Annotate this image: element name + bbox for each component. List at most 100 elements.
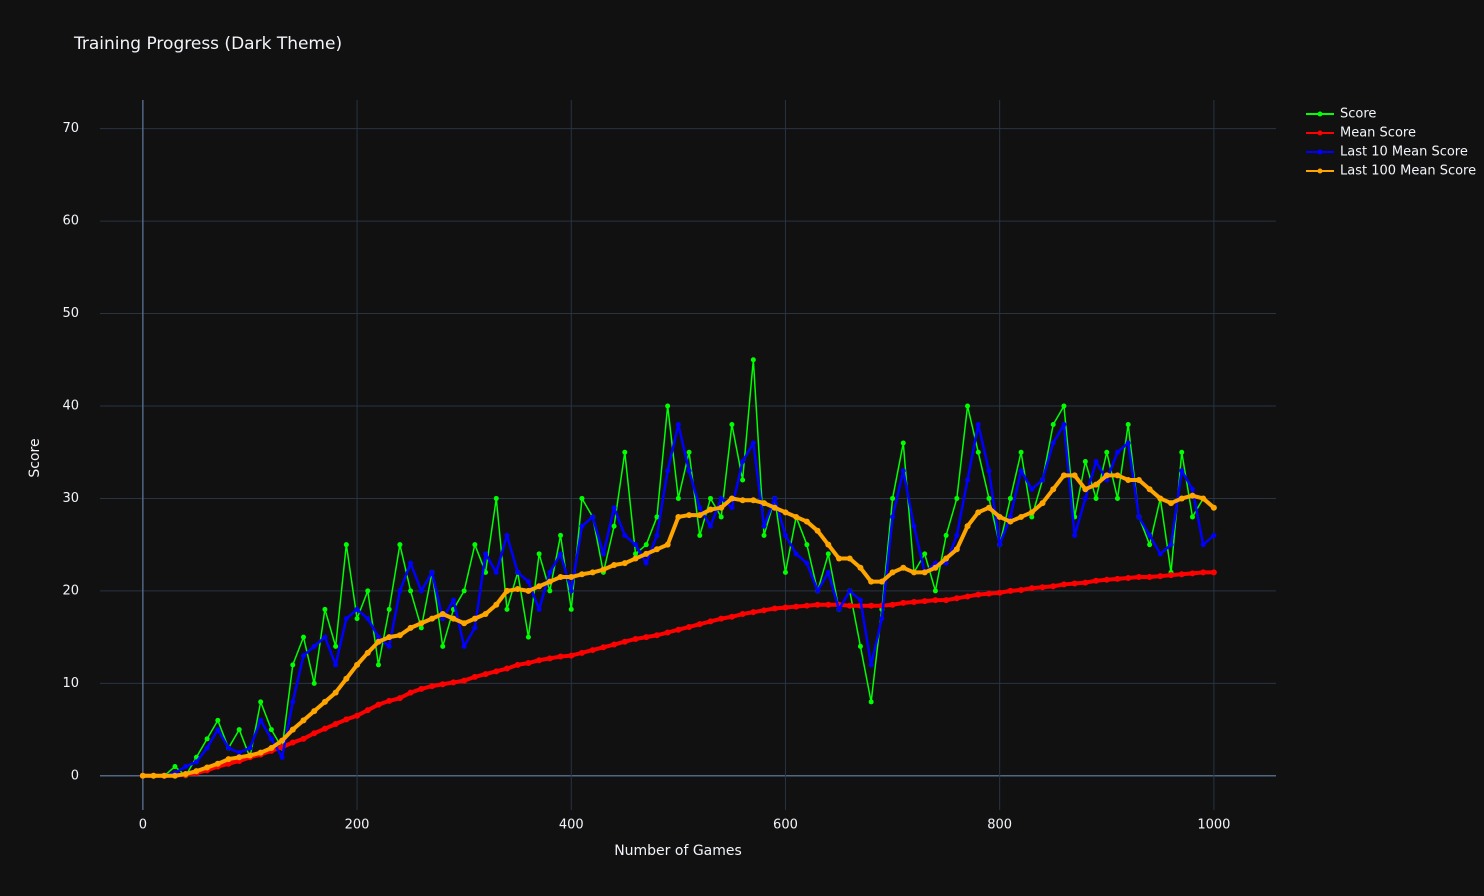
point bbox=[236, 727, 242, 733]
point bbox=[1018, 468, 1024, 474]
point bbox=[418, 588, 424, 594]
point bbox=[204, 764, 211, 771]
point bbox=[921, 569, 928, 576]
point bbox=[1210, 569, 1217, 576]
point bbox=[922, 551, 928, 557]
point bbox=[343, 716, 350, 723]
point bbox=[375, 701, 382, 708]
legend-marker bbox=[1317, 149, 1323, 155]
point bbox=[847, 588, 853, 594]
point bbox=[600, 644, 607, 651]
point bbox=[514, 586, 521, 593]
point bbox=[1114, 495, 1120, 501]
point bbox=[558, 532, 564, 538]
point bbox=[986, 495, 992, 501]
point bbox=[750, 497, 757, 504]
point bbox=[782, 532, 788, 538]
point bbox=[739, 497, 746, 504]
point bbox=[953, 546, 960, 553]
point bbox=[493, 668, 500, 675]
point bbox=[440, 643, 446, 649]
point bbox=[633, 551, 639, 557]
point bbox=[279, 737, 286, 744]
point bbox=[910, 598, 917, 605]
point bbox=[333, 662, 339, 668]
point bbox=[686, 468, 692, 474]
point bbox=[1114, 575, 1121, 582]
point bbox=[1029, 514, 1035, 520]
point bbox=[1018, 513, 1025, 520]
point bbox=[954, 495, 960, 501]
y-axis-title: Score bbox=[27, 438, 43, 477]
point bbox=[621, 560, 628, 567]
point bbox=[258, 717, 264, 723]
x-tick-label: 1000 bbox=[1197, 818, 1230, 833]
point bbox=[675, 513, 682, 520]
y-tick-label: 40 bbox=[62, 399, 79, 414]
x-tick-label: 400 bbox=[559, 818, 584, 833]
point bbox=[803, 602, 810, 609]
point bbox=[728, 613, 735, 620]
point bbox=[1018, 586, 1025, 593]
point bbox=[375, 638, 382, 645]
point bbox=[1147, 542, 1153, 548]
point bbox=[150, 772, 157, 779]
point bbox=[889, 569, 896, 576]
x-tick-label: 600 bbox=[773, 818, 798, 833]
point bbox=[793, 603, 800, 610]
point bbox=[910, 569, 917, 576]
point bbox=[975, 591, 982, 598]
point bbox=[675, 421, 681, 427]
point bbox=[654, 532, 660, 538]
point bbox=[879, 616, 885, 622]
point bbox=[504, 606, 510, 612]
point bbox=[578, 649, 585, 656]
point bbox=[771, 605, 778, 612]
point bbox=[611, 562, 618, 569]
point bbox=[450, 615, 457, 622]
point bbox=[257, 749, 264, 756]
point bbox=[825, 601, 832, 608]
point bbox=[1147, 532, 1153, 538]
point bbox=[204, 745, 210, 751]
point bbox=[804, 560, 810, 566]
point bbox=[975, 509, 982, 516]
point bbox=[632, 555, 639, 562]
point bbox=[171, 772, 178, 779]
point bbox=[985, 590, 992, 597]
point bbox=[525, 587, 532, 594]
point bbox=[408, 588, 414, 594]
point bbox=[857, 597, 863, 603]
point bbox=[782, 509, 789, 516]
point bbox=[707, 523, 713, 529]
point bbox=[343, 542, 349, 548]
point bbox=[740, 477, 746, 483]
point bbox=[515, 569, 521, 575]
point bbox=[386, 643, 392, 649]
point bbox=[214, 760, 221, 767]
plot bbox=[139, 357, 1217, 779]
point bbox=[246, 752, 253, 759]
point bbox=[761, 532, 767, 538]
point bbox=[386, 606, 392, 612]
point bbox=[461, 677, 468, 684]
point bbox=[1146, 486, 1153, 493]
point bbox=[1104, 449, 1110, 455]
x-tick-label: 0 bbox=[139, 818, 147, 833]
point bbox=[461, 620, 468, 627]
point bbox=[397, 542, 403, 548]
point bbox=[557, 653, 564, 660]
point bbox=[311, 708, 318, 715]
point bbox=[611, 523, 617, 529]
point bbox=[836, 606, 842, 612]
point bbox=[396, 695, 403, 702]
point bbox=[878, 578, 885, 585]
point bbox=[664, 541, 671, 548]
point bbox=[890, 514, 896, 520]
point bbox=[546, 655, 553, 662]
point bbox=[590, 514, 596, 520]
point bbox=[1103, 472, 1110, 479]
point bbox=[578, 571, 585, 578]
point bbox=[321, 725, 328, 732]
